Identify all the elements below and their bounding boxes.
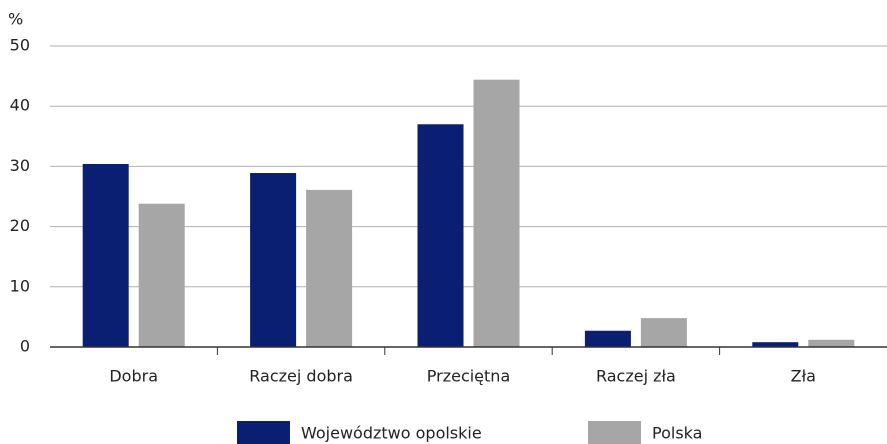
bar [250,173,297,347]
legend-label: Polska [652,424,702,443]
y-axis-label: % [8,10,23,29]
x-tick-label: Raczej dobra [249,367,353,386]
bar [82,163,129,347]
x-tick-label: Raczej zła [596,367,676,386]
y-tick-label: 0 [20,337,30,356]
y-tick-label: 50 [10,36,30,55]
y-tick-label: 30 [10,156,30,175]
y-tick-label: 40 [10,96,30,115]
bar [417,124,464,347]
y-tick-label: 10 [10,276,30,295]
bar [138,203,185,347]
y-tick-label: 20 [10,216,30,235]
x-tick-label: Dobra [109,367,158,386]
bar [640,318,687,347]
legend-swatch [237,421,290,444]
x-tick-label: Przeciętna [427,367,511,386]
bar [306,189,353,347]
bar [808,339,855,347]
bar [473,79,520,347]
x-tick-label: Zła [791,367,816,386]
bar [752,342,799,347]
legend-swatch [588,421,641,444]
legend-label: Województwo opolskie [301,424,482,443]
bar [584,330,631,347]
